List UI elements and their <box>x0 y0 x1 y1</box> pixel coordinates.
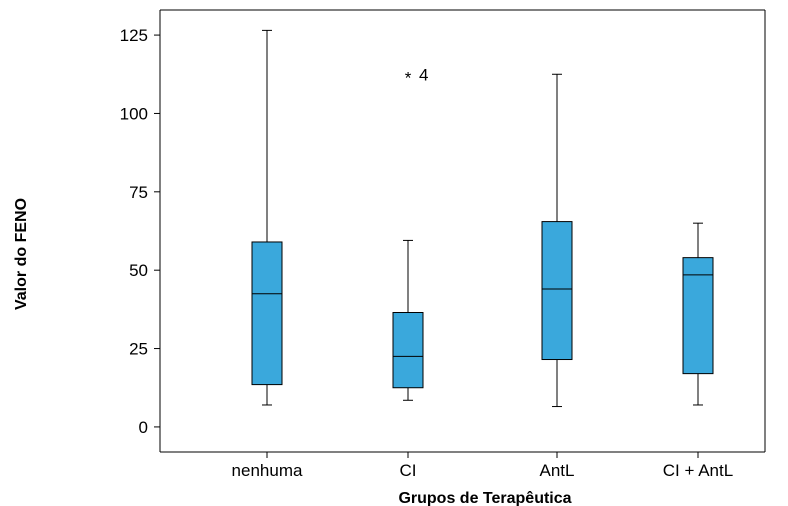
y-tick-label: 50 <box>129 261 148 280</box>
outlier-point: * 4 <box>405 65 429 87</box>
y-tick-label: 75 <box>129 183 148 202</box>
y-tick-label: 100 <box>120 104 148 123</box>
iqr-box <box>392 312 424 389</box>
box-ci <box>392 239 424 401</box>
box-series <box>251 29 714 408</box>
y-axis-ticks: 0 25 50 75 100 125 <box>120 26 160 437</box>
box-ci-antl <box>682 222 714 406</box>
iqr-box <box>251 241 283 386</box>
box-antl <box>541 73 573 408</box>
outlier-label: 4 <box>419 65 428 84</box>
y-tick-label: 25 <box>129 340 148 359</box>
x-tick-label: AntL <box>540 461 575 480</box>
y-axis-title: Valor do FENO <box>13 198 30 310</box>
outlier-marker: * <box>405 68 412 87</box>
x-axis-title: Grupos de Terapêutica <box>398 490 571 506</box>
x-axis-ticks: nenhuma CI AntL CI + AntL <box>232 452 733 480</box>
iqr-box <box>682 257 714 375</box>
box-nenhuma <box>251 29 283 406</box>
iqr-box <box>541 221 573 361</box>
y-tick-label: 0 <box>139 418 148 437</box>
y-tick-label: 125 <box>120 26 148 45</box>
outlier-series: * 4 <box>405 65 429 87</box>
x-tick-label: CI <box>400 461 417 480</box>
x-tick-label: nenhuma <box>232 461 303 480</box>
x-tick-label: CI + AntL <box>663 461 733 480</box>
